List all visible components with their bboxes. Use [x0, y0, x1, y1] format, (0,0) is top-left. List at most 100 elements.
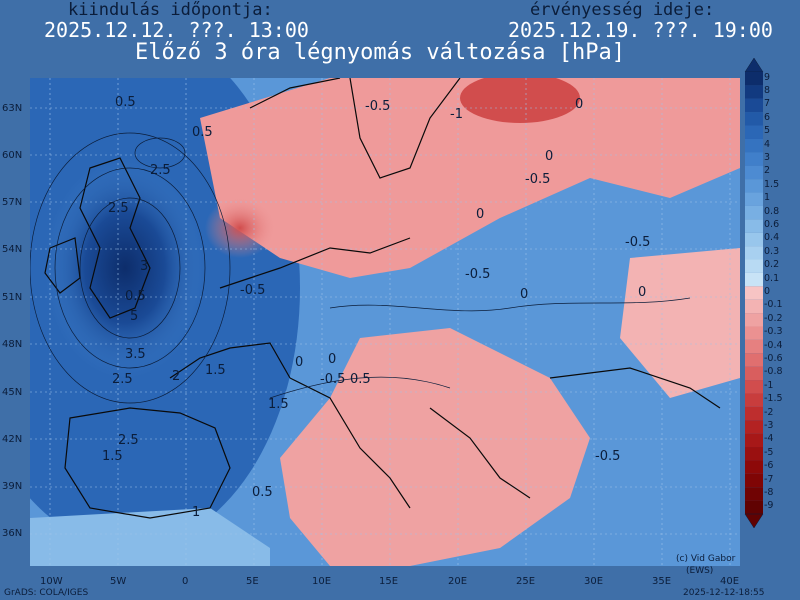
legend-label: -0.3 — [764, 326, 783, 338]
legend-swatch — [745, 152, 763, 166]
legend-label: 9 — [764, 71, 771, 83]
contour-label: -0.5 — [240, 283, 265, 298]
lat-label: 60N — [2, 150, 23, 161]
region-falling-northsea — [205, 198, 275, 258]
contour-labels: 0.5 -0.5 -1 -0.5 0 -0.5 2.5 0 -0.5 0 0 -… — [102, 95, 650, 520]
valid-time-value: 2025.12.19. ???. 19:00 — [508, 18, 773, 42]
lon-label: 5W — [110, 576, 127, 587]
legend-label: 5 — [764, 125, 771, 137]
legend-label: -1 — [764, 379, 774, 391]
legend-arrow-bottom — [744, 513, 764, 528]
legend-label: -0.1 — [764, 299, 783, 311]
legend-label: -7 — [764, 473, 774, 485]
map-title: Előző 3 óra légnyomás változása [hPa] — [134, 40, 626, 65]
lat-label: 36N — [2, 528, 23, 539]
footer-grads: GrADS: COLA/IGES — [4, 588, 89, 598]
contour-label: 0.5 — [350, 372, 371, 387]
legend-label: 3 — [764, 152, 771, 164]
legend-swatch — [745, 487, 763, 501]
credit-org: (EWS) — [686, 566, 714, 576]
contour-label: -0.5 — [625, 235, 650, 250]
region-rising-core — [45, 158, 205, 378]
legend-label: -0.6 — [764, 352, 783, 364]
legend-label: 1.5 — [764, 178, 780, 190]
lat-label: 57N — [2, 197, 23, 208]
contour-label: 0 — [328, 352, 336, 367]
legend-swatch — [745, 232, 763, 247]
lon-label: 40E — [720, 576, 740, 587]
graticule — [30, 78, 740, 566]
contour-label: 3 — [140, 259, 148, 274]
lat-label: 39N — [2, 481, 23, 492]
legend-swatch — [745, 98, 763, 113]
legend-label: 4 — [764, 138, 771, 150]
legend-swatch — [745, 313, 763, 327]
lon-label: 30E — [584, 576, 604, 587]
contour-label: 2.5 — [150, 163, 171, 178]
init-time-label: kiindulás időpontja: — [68, 0, 273, 20]
legend-label: 0.6 — [764, 219, 780, 231]
footer-timestamp: 2025-12-12-18:55 — [683, 588, 765, 598]
legend-swatch — [745, 205, 763, 220]
region-falling-scandinavia — [460, 78, 580, 123]
lat-label: 63N — [2, 103, 23, 114]
contour-label: 2.5 — [118, 433, 139, 448]
contour-label: 1.5 — [102, 449, 123, 464]
legend-label: -3 — [764, 419, 774, 431]
legend-label: 0.3 — [764, 245, 780, 257]
legend-swatch — [745, 500, 763, 514]
lon-label: 25E — [516, 576, 536, 587]
region-light-south — [30, 508, 270, 566]
coastlines — [44, 78, 721, 519]
contour-label: -1 — [450, 107, 463, 122]
legend-label: -2 — [764, 406, 774, 418]
contour-label: 0 — [476, 207, 484, 222]
legend-swatch — [745, 326, 763, 340]
credit-author: (c) Vid Gabor — [676, 554, 736, 564]
legend-label: 7 — [764, 98, 771, 110]
lon-label: 0 — [182, 576, 189, 587]
legend-swatch — [745, 259, 763, 273]
contour-label: 1.5 — [268, 397, 289, 412]
legend-swatch — [745, 353, 763, 367]
legend-label: -0.2 — [764, 312, 783, 324]
pressure-change-map: 0.5 -0.5 -1 -0.5 0 -0.5 2.5 0 -0.5 0 0 -… — [30, 78, 740, 566]
legend-label: -1.5 — [764, 393, 783, 405]
legend-swatch — [745, 112, 763, 126]
color-legend — [744, 58, 764, 528]
legend-swatch — [745, 433, 763, 448]
contour-label: 0 — [575, 97, 583, 112]
region-falling-balkans — [280, 328, 590, 566]
lon-label: 5E — [246, 576, 259, 587]
legend-label: 1 — [764, 192, 771, 204]
legend-swatch — [745, 272, 763, 287]
lon-label: 20E — [448, 576, 468, 587]
legend-label: 8 — [764, 85, 771, 97]
legend-label: 0 — [764, 286, 771, 297]
legend-label: 0.4 — [764, 232, 780, 244]
contour-label: 0.5 — [125, 289, 146, 304]
legend-swatch — [745, 179, 763, 193]
contour-lines — [30, 132, 691, 404]
contour-label: 5 — [130, 309, 138, 324]
contour-label: 0 — [295, 355, 303, 370]
contour-label: 0 — [520, 287, 528, 302]
legend-arrow-top — [744, 58, 764, 73]
contour-label: -0.5 — [465, 267, 490, 282]
contour-label: 1 — [192, 505, 200, 520]
lon-label: 35E — [652, 576, 672, 587]
legend-swatch — [745, 286, 763, 300]
legend-swatch — [745, 380, 763, 394]
legend-label: 2 — [764, 165, 771, 177]
legend-swatch — [745, 339, 763, 354]
contour-label: 0.5 — [115, 95, 136, 110]
legend-swatch — [745, 447, 763, 461]
legend-swatch — [745, 299, 763, 314]
contour-label: 0.5 — [252, 485, 273, 500]
contour-label: 0 — [638, 285, 646, 300]
legend-swatch — [745, 406, 763, 421]
legend-swatch — [745, 125, 763, 139]
legend-swatch — [745, 246, 763, 260]
contour-label: 1.5 — [205, 363, 226, 378]
legend-swatch — [745, 85, 763, 99]
